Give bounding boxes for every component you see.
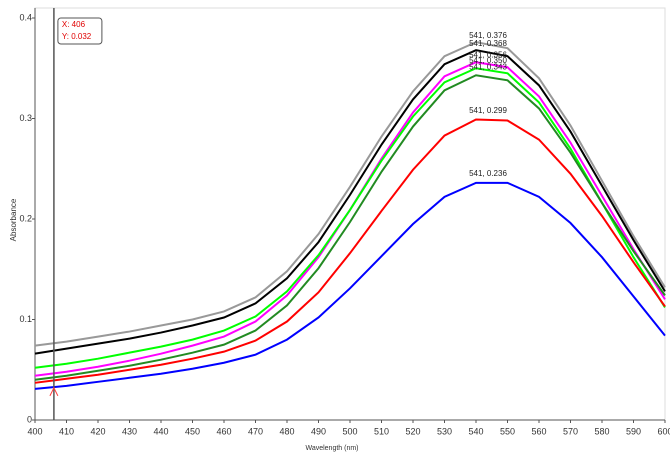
peak-label: 541, 0.350 [469, 56, 507, 65]
y-tick-label: 0.2 [19, 213, 32, 223]
cursor-x: X: 406 [62, 20, 86, 29]
x-tick-label: 580 [594, 426, 609, 436]
x-tick-label: 540 [468, 426, 483, 436]
y-tick-label: 0 [27, 414, 32, 424]
x-tick-label: 440 [153, 426, 168, 436]
x-tick-label: 510 [374, 426, 389, 436]
x-tick-label: 500 [342, 426, 357, 436]
y-tick-label: 0.4 [19, 12, 32, 22]
y-tick-label: 0.3 [19, 113, 32, 123]
series-line [34, 41, 666, 347]
x-tick-label: 520 [405, 426, 420, 436]
x-tick-label: 600 [657, 426, 670, 436]
x-tick-label: 470 [248, 426, 263, 436]
peak-label: 541, 0.299 [469, 106, 507, 115]
peak-label: 541, 0.236 [469, 169, 507, 178]
x-tick-label: 590 [626, 426, 641, 436]
series-line [34, 67, 666, 369]
x-axis-title: Wavelength (nm) [305, 445, 358, 452]
y-tick-label: 0.1 [19, 314, 32, 324]
series-line [34, 118, 666, 384]
x-tick-label: 410 [59, 426, 74, 436]
cursor-y: Y: 0.032 [62, 32, 92, 41]
cursor-box [57, 17, 103, 45]
x-tick-label: 460 [216, 426, 231, 436]
series-line [34, 49, 666, 355]
peak-label: 541, 0.368 [469, 39, 507, 48]
x-tick-label: 400 [27, 426, 42, 436]
y-axis-title: Absorbance [9, 198, 18, 241]
peak-label: 541, 0.376 [469, 31, 507, 40]
peak-label: 541, 0.343 [469, 62, 507, 71]
cursor-marker [49, 386, 59, 397]
x-tick-label: 450 [185, 426, 200, 436]
x-tick-label: 550 [500, 426, 515, 436]
plot-area [34, 7, 666, 421]
x-tick-label: 490 [311, 426, 326, 436]
x-tick-label: 480 [279, 426, 294, 436]
x-tick-label: 530 [437, 426, 452, 436]
x-tick-label: 430 [122, 426, 137, 436]
x-tick-label: 560 [531, 426, 546, 436]
x-tick-label: 570 [563, 426, 578, 436]
series-line [34, 181, 666, 390]
x-tick-label: 420 [90, 426, 105, 436]
peak-label: 541, 0.356 [469, 50, 507, 59]
series-line [34, 74, 666, 381]
